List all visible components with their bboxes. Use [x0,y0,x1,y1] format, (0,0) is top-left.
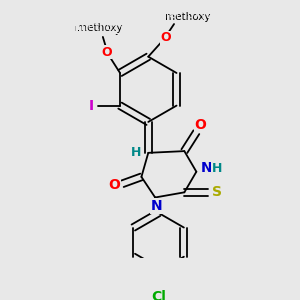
Text: Cl: Cl [151,290,166,300]
Text: methoxy: methoxy [165,12,211,22]
Text: methoxy2: methoxy2 [165,13,207,22]
Text: I: I [88,99,93,112]
Text: N: N [151,199,163,213]
Text: O: O [101,46,112,59]
Text: methoxy: methoxy [77,23,122,33]
Text: O: O [108,178,120,193]
Text: methoxy2: methoxy2 [158,11,214,20]
Text: S: S [212,185,222,199]
Text: methoxy: methoxy [74,24,111,33]
Text: O: O [195,118,207,132]
Text: methoxy: methoxy [78,25,121,35]
Text: H: H [131,146,141,159]
Text: methoxy: methoxy [77,22,126,32]
Text: N: N [201,161,212,175]
Text: H: H [212,162,222,175]
Text: O: O [160,31,171,44]
